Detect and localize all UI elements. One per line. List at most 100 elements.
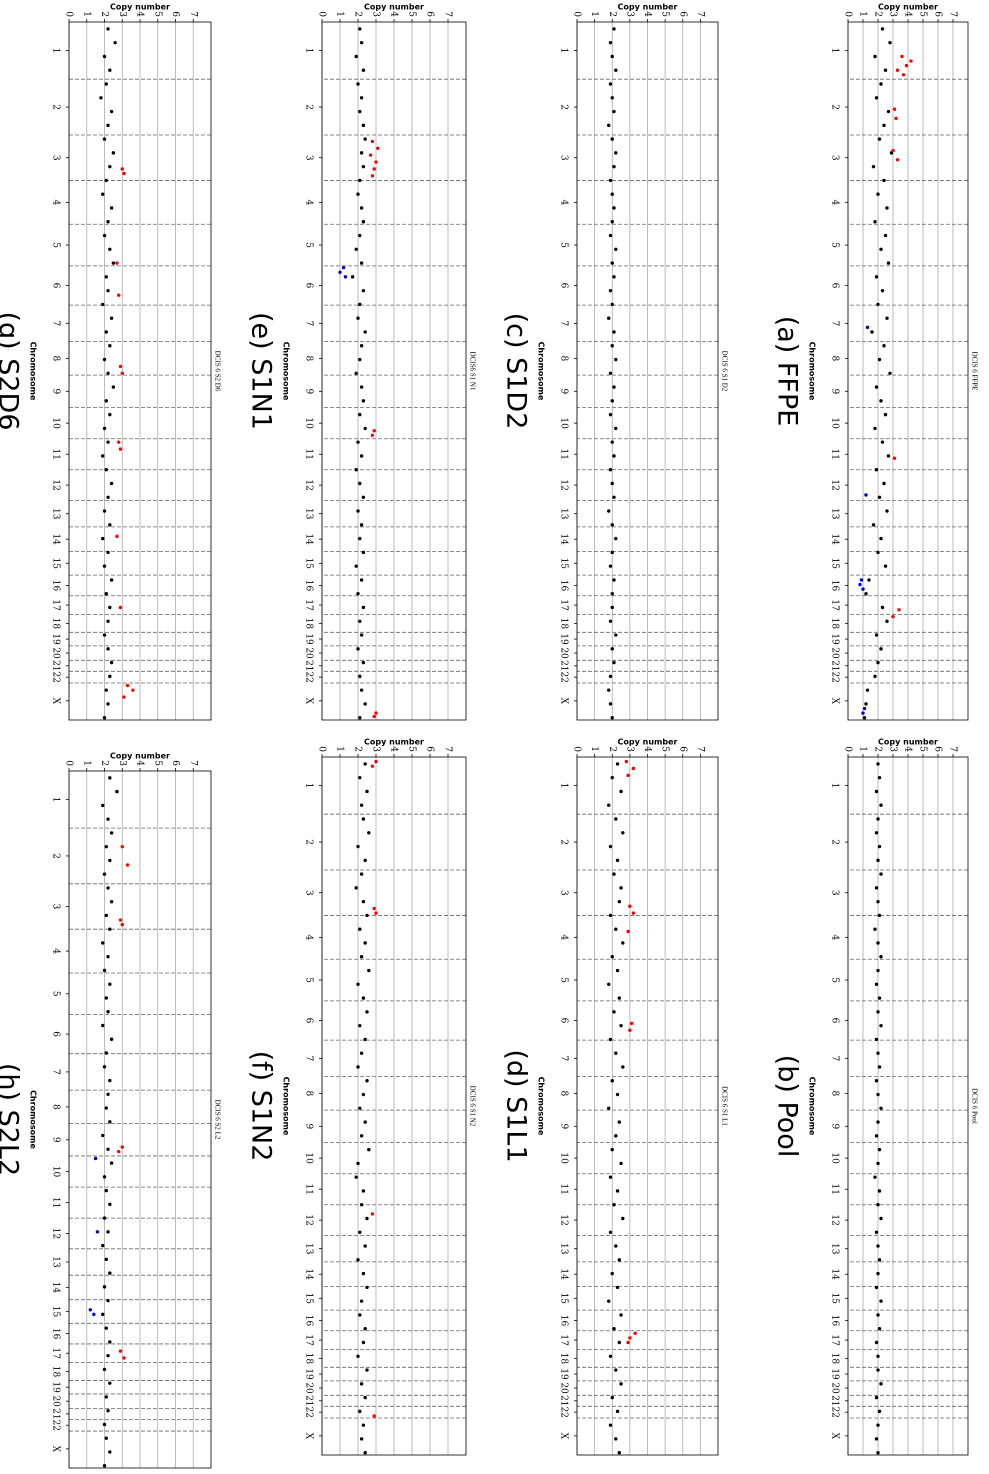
x-tick-label: 14 (830, 533, 840, 545)
y-tick-label: 4 (903, 11, 913, 17)
x-tick-label: 11 (51, 1197, 61, 1208)
data-point (874, 1079, 879, 1083)
data-point (354, 468, 358, 472)
x-axis-label: Chromosome (282, 342, 291, 401)
data-point (895, 158, 900, 162)
rotated-figure: 0 1 2 3 4 5 6 712345678910111213141516171819202… (0, 3, 978, 1469)
x-axis-label: Chromosome (808, 342, 817, 401)
x-tick-label: 10 (559, 1152, 569, 1164)
data-point (621, 941, 625, 945)
x-tick-label: 2 (304, 104, 314, 110)
data-point (882, 344, 886, 348)
data-point (614, 426, 618, 431)
x-tick-label: 20 (304, 647, 314, 659)
data-point (883, 412, 888, 417)
data-point (359, 40, 364, 45)
data-point (122, 1356, 126, 1360)
x-tick-label: 10 (559, 417, 569, 429)
data-point (372, 1414, 376, 1418)
plot-title: DCIS6 S1 N1 (468, 352, 476, 391)
data-point (367, 1147, 371, 1152)
data-point (631, 911, 636, 915)
x-tick-label: 6 (559, 1018, 569, 1024)
data-point (610, 54, 614, 59)
data-point (106, 1408, 110, 1413)
data-point (879, 1216, 883, 1221)
data-point (370, 174, 375, 178)
data-point (120, 1145, 124, 1149)
data-point (619, 886, 623, 890)
data-point (864, 592, 868, 596)
data-point (876, 1010, 880, 1014)
data-point (363, 762, 367, 766)
data-point (356, 592, 360, 596)
y-tick-label: 0 (843, 746, 853, 752)
data-point (610, 344, 614, 348)
plot-title: DCIS 6 Pool (970, 1088, 978, 1124)
data-point (873, 927, 877, 931)
data-point (108, 247, 112, 252)
data-point (608, 702, 613, 706)
x-tick-label: 18 (830, 1353, 840, 1365)
data-point (607, 316, 611, 320)
data-point (361, 1092, 366, 1097)
y-tick-label: 4 (135, 11, 145, 17)
data-point (106, 1010, 110, 1014)
data-point (363, 137, 367, 141)
x-tick-label: X (51, 698, 61, 705)
x-tick-label: 5 (559, 242, 569, 248)
data-point (359, 385, 364, 389)
y-tick-label: 7 (948, 746, 958, 752)
data-point (108, 1450, 112, 1454)
y-tick-label: 6 (170, 760, 180, 766)
data-point (363, 702, 367, 706)
data-point (104, 275, 108, 279)
data-point (885, 316, 889, 320)
x-tick-label: 14 (304, 1268, 314, 1280)
y-tick-label: 0 (317, 746, 327, 752)
x-tick-label: 18 (51, 618, 61, 630)
data-point (865, 688, 870, 692)
data-point (873, 426, 877, 431)
data-point (891, 148, 895, 153)
data-point (104, 688, 108, 692)
data-point (614, 1368, 618, 1372)
data-point (621, 831, 625, 835)
data-point (359, 688, 364, 692)
data-point (879, 803, 883, 807)
data-point (885, 619, 889, 623)
data-point (359, 578, 364, 582)
data-point (871, 523, 876, 527)
x-tick-label: 6 (304, 283, 314, 289)
data-point (879, 82, 883, 86)
x-tick-label: 21 (559, 660, 569, 671)
panel-caption: (c) S1D2 (501, 313, 532, 430)
data-point (861, 711, 865, 715)
y-tick-label: 2 (873, 11, 883, 17)
y-tick-label: 1 (858, 746, 868, 752)
x-tick-label: 7 (304, 320, 314, 326)
data-point (101, 1133, 105, 1138)
data-point (361, 605, 366, 610)
data-point (359, 151, 364, 155)
data-point (343, 275, 348, 279)
x-tick-label: 17 (51, 1348, 61, 1360)
data-point (104, 592, 108, 596)
x-tick-label: 7 (304, 1055, 314, 1061)
x-tick-label: 14 (51, 533, 61, 545)
x-tick-label: 7 (51, 1069, 61, 1075)
data-point (361, 550, 366, 555)
data-point (356, 1258, 360, 1262)
x-tick-label: 5 (51, 242, 61, 248)
x-tick-label: 7 (830, 1055, 840, 1061)
panel-caption: (f) S1N2 (246, 1051, 277, 1162)
y-tick-label: 0 (64, 760, 74, 766)
data-point (894, 116, 898, 121)
data-point (886, 454, 891, 458)
data-point (367, 968, 371, 973)
data-point (621, 1216, 625, 1221)
data-point (610, 1079, 614, 1083)
data-point (877, 357, 882, 362)
x-tick-label: 21 (51, 660, 61, 671)
x-tick-label: 15 (51, 1306, 61, 1318)
